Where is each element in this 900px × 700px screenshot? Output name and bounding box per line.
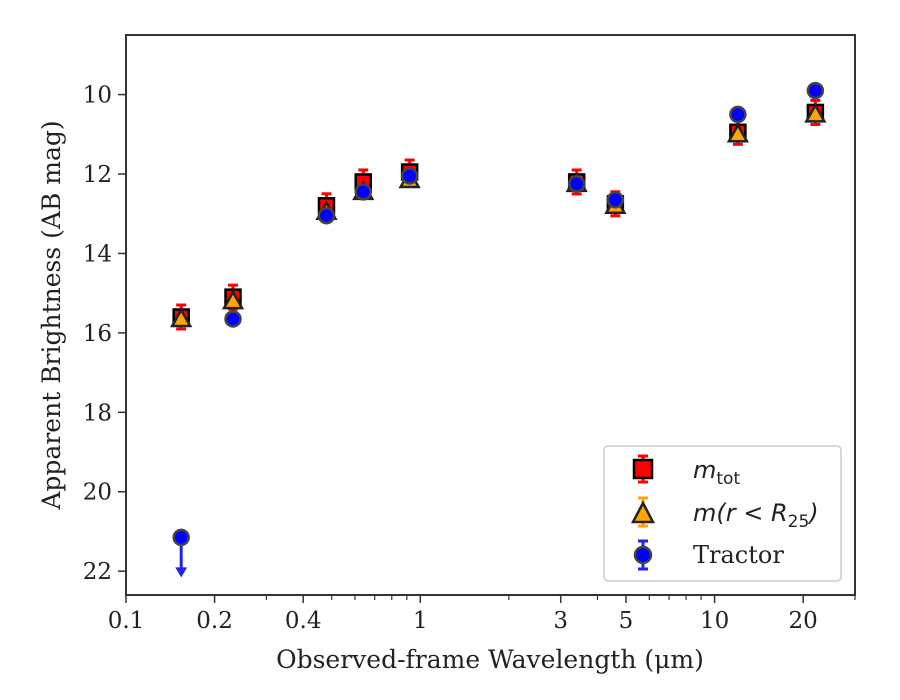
tractor-point bbox=[354, 183, 373, 201]
x-tick-label: 3 bbox=[553, 608, 568, 634]
tractor-point bbox=[729, 105, 747, 124]
tractor-point bbox=[224, 310, 242, 328]
plot-frame bbox=[125, 34, 856, 596]
tractor-point bbox=[400, 167, 419, 185]
tick-labels: 0.1 0.2 0.4 1 3 5 10 20 10 12 14 16 18 20 22 bbox=[83, 83, 818, 634]
legend-marker-m-r25 bbox=[630, 496, 656, 528]
tractor-point bbox=[806, 81, 825, 100]
x-tick-label: 0.2 bbox=[196, 608, 233, 634]
x-tick-label: 5 bbox=[619, 608, 634, 634]
y-tick-label: 16 bbox=[83, 321, 112, 347]
tractor-point bbox=[317, 206, 336, 225]
tractor-point bbox=[172, 528, 190, 547]
tractor-upper-limit-head bbox=[175, 567, 188, 578]
m-r25-point bbox=[170, 307, 193, 328]
m-r25-point bbox=[221, 289, 245, 310]
legend-marker-m-tot bbox=[632, 454, 654, 484]
tractor-point bbox=[606, 191, 625, 209]
legend-label-m-tot: mtot bbox=[693, 456, 740, 489]
x-tick-label: 0.4 bbox=[285, 608, 322, 634]
y-tick-label: 18 bbox=[83, 400, 112, 426]
legend-box bbox=[603, 445, 842, 582]
x-tick-label: 0.1 bbox=[108, 608, 145, 634]
x-tick-label: 1 bbox=[413, 608, 428, 634]
tractor-point bbox=[567, 175, 586, 193]
y-tick-label: 12 bbox=[83, 162, 112, 188]
data-points bbox=[170, 81, 827, 578]
x-tick-label: 10 bbox=[700, 608, 729, 634]
legend-label-tractor: Tractor bbox=[693, 541, 784, 569]
legend: mtot m(r < R25) Tractor bbox=[603, 445, 842, 582]
y-tick-label: 14 bbox=[83, 241, 112, 267]
x-axis-title: Observed-frame Wavelength (μm) bbox=[276, 645, 704, 674]
x-tick-label: 20 bbox=[789, 608, 818, 634]
legend-label-m-r25: m(r < R25) bbox=[693, 499, 819, 532]
y-tick-label: 10 bbox=[83, 83, 112, 109]
m-r25-point bbox=[804, 102, 827, 123]
y-tick-label: 22 bbox=[83, 559, 112, 585]
y-axis-title: Apparent Brightness (AB mag) bbox=[37, 120, 66, 510]
y-tick-label: 20 bbox=[83, 480, 112, 506]
legend-marker-tractor bbox=[633, 539, 653, 571]
m-r25-point bbox=[726, 122, 750, 143]
